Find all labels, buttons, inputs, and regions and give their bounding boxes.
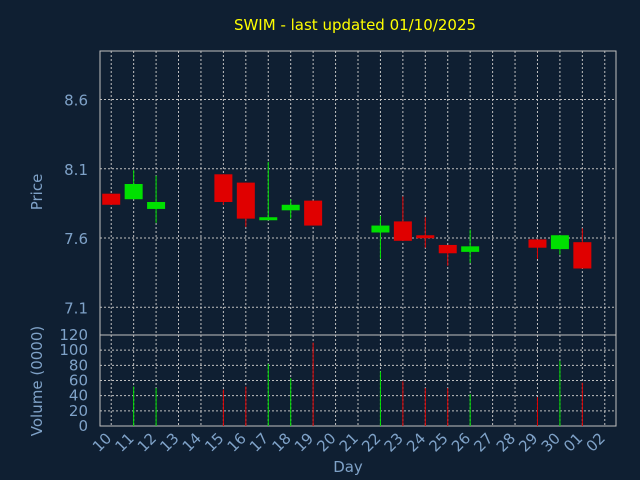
candles [102, 161, 592, 269]
x-axis-label: Day [333, 458, 363, 476]
x-tick-label: 02 [583, 429, 609, 455]
volume-tick-label: 40 [69, 387, 88, 405]
candle-body [304, 200, 323, 226]
candle-body [416, 235, 435, 239]
volume-tick-label: 0 [78, 417, 88, 435]
volume-tick-label: 120 [59, 326, 88, 344]
candle-body [259, 217, 278, 221]
candle-body [528, 239, 547, 248]
candle-body [147, 202, 166, 209]
volume-tick-label: 20 [69, 402, 88, 420]
candle-body [393, 221, 412, 241]
price-gridlines [100, 51, 616, 335]
volume-bars [133, 342, 583, 426]
price-tick-label: 7.1 [64, 299, 88, 317]
price-y-ticks: 8.6 8.1 7.6 7.1 [64, 91, 88, 317]
candle-body [102, 193, 121, 205]
volume-gridlines [100, 334, 616, 427]
volume-axis-label: Volume (0000) [28, 326, 46, 436]
candle-body [550, 235, 569, 250]
x-axis-ticks: 1011121314151617181920212223242526272829… [89, 429, 609, 455]
candle-body [573, 242, 592, 269]
candle-body [371, 225, 390, 233]
candle-body [281, 204, 300, 211]
volume-tick-label: 60 [69, 372, 88, 390]
volume-panel-frame [99, 334, 617, 427]
volume-tick-label: 80 [69, 356, 88, 374]
candle-body [214, 174, 233, 203]
price-tick-label: 8.1 [64, 161, 88, 179]
volume-tick-label: 100 [59, 341, 88, 359]
chart-title: SWIM - last updated 01/10/2025 [234, 16, 476, 34]
price-axis-label: Price [28, 174, 46, 211]
price-tick-label: 7.6 [64, 230, 88, 248]
price-tick-label: 8.6 [64, 91, 88, 109]
candle-body [438, 244, 457, 254]
candle-body [461, 246, 480, 252]
candle-body [236, 182, 255, 219]
candle-body [124, 183, 143, 200]
